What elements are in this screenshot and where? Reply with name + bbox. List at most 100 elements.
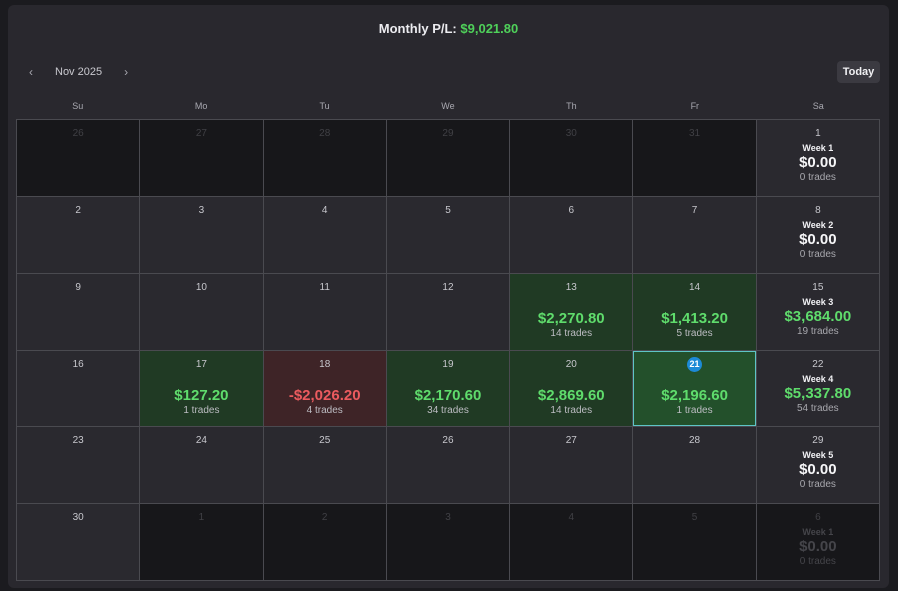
week-label: Week 5: [802, 450, 834, 461]
day-of-week-label: Su: [72, 101, 84, 111]
day-cell[interactable]: 5: [633, 504, 756, 580]
day-number: 31: [689, 128, 701, 139]
week-summary-cell[interactable]: 29 Week 5 $0.00 0 trades: [756, 427, 879, 504]
day-cell[interactable]: 18 -$2,026.20 4 trades: [263, 350, 386, 427]
day-number: 10: [195, 281, 207, 293]
week-label: Week 2: [802, 219, 834, 230]
day-cell[interactable]: 4: [510, 504, 633, 580]
day-trade-count: 14 trades: [550, 404, 593, 416]
day-of-week-label: We: [441, 101, 455, 111]
day-of-week-label: Sa: [812, 101, 824, 111]
day-cell[interactable]: 26: [386, 427, 510, 504]
week-trade-count: 0 trades: [799, 479, 836, 491]
day-cell[interactable]: 23: [17, 427, 140, 504]
day-of-week-label: Tu: [319, 101, 330, 111]
day-cell[interactable]: 11: [263, 273, 386, 350]
week-summary-cell[interactable]: 22 Week 4 $5,337.80 54 trades: [756, 350, 879, 427]
day-number: 18: [319, 358, 331, 370]
day-trade-count: 1 trades: [676, 404, 713, 416]
day-cell[interactable]: 7: [633, 196, 756, 273]
day-cell[interactable]: 24: [140, 427, 263, 504]
day-cell[interactable]: 4: [263, 196, 386, 273]
day-cell[interactable]: 14 $1,413.20 5 trades: [633, 273, 756, 350]
days-of-week-header: Su Mo Tu We Th Fr Sa: [16, 101, 880, 113]
day-cell[interactable]: 9: [17, 273, 140, 350]
day-cell[interactable]: 10: [140, 273, 263, 350]
day-cell[interactable]: 19 $2,170.60 34 trades: [386, 350, 510, 427]
day-cell[interactable]: 1: [140, 504, 263, 580]
day-cell[interactable]: 26: [17, 120, 140, 196]
monthly-pl-value: $9,021.80: [460, 21, 519, 36]
day-number: 26: [72, 128, 84, 139]
week-pl-value: $5,337.80: [784, 384, 852, 402]
day-trade-count: 4 trades: [306, 404, 343, 416]
day-number: 28: [319, 128, 331, 139]
day-cell[interactable]: 21 $2,196.60 1 trades: [633, 350, 756, 427]
day-number: 30: [72, 512, 84, 524]
current-month-label: Nov 2025: [55, 66, 103, 78]
calendar-grid: 26 27 28 29 30 31 1 Week 1 $0.00 0 trades 2 3 4 5 6 7 8 W…: [16, 119, 880, 581]
day-number: 3: [445, 512, 451, 524]
day-number: 24: [195, 435, 207, 447]
day-number: 27: [195, 128, 207, 139]
day-number: 26: [442, 435, 454, 447]
week-summary-cell[interactable]: 15 Week 3 $3,684.00 19 trades: [756, 273, 879, 350]
day-number: 20: [565, 358, 577, 370]
day-cell[interactable]: 30: [510, 120, 633, 196]
day-of-week-label: Fr: [690, 101, 700, 111]
week-label: Week 1: [802, 143, 834, 153]
day-cell[interactable]: 13 $2,270.80 14 trades: [510, 273, 633, 350]
monthly-pl-header: Monthly P/L: $9,021.80: [8, 21, 889, 36]
day-number: 9: [75, 281, 81, 293]
day-number: 19: [442, 358, 454, 370]
day-number: 2: [75, 204, 81, 216]
day-number: 27: [565, 435, 577, 447]
day-cell[interactable]: 28: [633, 427, 756, 504]
week-trade-count: 0 trades: [799, 172, 836, 183]
day-cell[interactable]: 28: [263, 120, 386, 196]
day-cell[interactable]: 31: [633, 120, 756, 196]
week-pl-value: $0.00: [799, 461, 837, 479]
day-cell[interactable]: 30: [17, 504, 140, 580]
week-summary-cell[interactable]: 8 Week 2 $0.00 0 trades: [756, 196, 879, 273]
day-number: 11: [319, 281, 330, 293]
day-cell[interactable]: 3: [386, 504, 510, 580]
day-of-week-label: Th: [566, 101, 577, 111]
day-cell[interactable]: 2: [17, 196, 140, 273]
day-pl-value: $2,196.60: [661, 386, 728, 404]
prev-month-icon[interactable]: ‹: [29, 65, 33, 79]
week-summary-cell[interactable]: 6 Week 1 $0.00 0 trades: [756, 504, 879, 580]
day-cell[interactable]: 6: [510, 196, 633, 273]
week-label: Week 1: [802, 527, 834, 538]
day-number: 29: [442, 128, 454, 139]
day-cell[interactable]: 5: [386, 196, 510, 273]
day-cell[interactable]: 25: [263, 427, 386, 504]
day-cell[interactable]: 29: [386, 120, 510, 196]
day-number: 8: [815, 204, 821, 216]
day-cell[interactable]: 16: [17, 350, 140, 427]
day-number: 12: [442, 281, 454, 293]
day-number: 3: [198, 204, 205, 216]
day-pl-value: -$2,026.20: [288, 386, 361, 404]
week-pl-value: $0.00: [799, 538, 837, 556]
day-number: 5: [691, 512, 698, 524]
week-trade-count: 0 trades: [799, 248, 836, 260]
day-cell[interactable]: 12: [386, 273, 510, 350]
day-cell[interactable]: 2: [263, 504, 386, 580]
day-number: 4: [568, 512, 575, 524]
day-number: 14: [689, 281, 701, 293]
day-trade-count: 1 trades: [183, 404, 220, 416]
day-pl-value: $1,413.20: [661, 309, 728, 327]
week-summary-cell[interactable]: 1 Week 1 $0.00 0 trades: [756, 120, 879, 196]
today-button[interactable]: Today: [837, 61, 880, 83]
day-number: 25: [319, 435, 331, 447]
monthly-pl-label: Monthly P/L:: [378, 21, 457, 36]
day-cell[interactable]: 27: [510, 427, 633, 504]
calendar-panel: Monthly P/L: $9,021.80 ‹ Nov 2025 › Toda…: [8, 5, 889, 588]
day-cell[interactable]: 20 $2,869.60 14 trades: [510, 350, 633, 427]
day-cell[interactable]: 17 $127.20 1 trades: [140, 350, 263, 427]
day-cell[interactable]: 3: [140, 196, 263, 273]
day-cell[interactable]: 27: [140, 120, 263, 196]
next-month-icon[interactable]: ›: [124, 65, 129, 79]
day-trade-count: 5 trades: [676, 327, 713, 339]
